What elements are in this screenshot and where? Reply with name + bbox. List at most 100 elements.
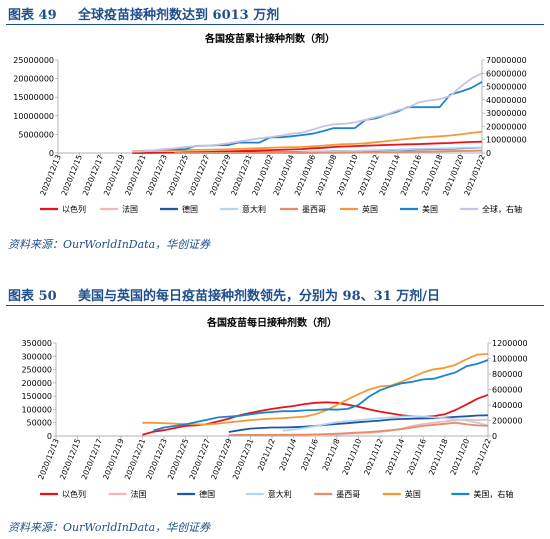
x-axis-tick-label: 2021/1/16 (405, 437, 428, 476)
x-axis-tick-label: 2020/12/15 (60, 153, 85, 197)
legend-label-france: 法国 (122, 204, 138, 214)
figure-49-source: 资料来源：OurWorldInData，华创证券 (8, 238, 211, 251)
x-axis-tick-label: 2021/1/6 (299, 437, 320, 472)
x-axis-tick-label: 2021/1/10 (340, 437, 363, 476)
x-axis-tick-label: 2021/1/20 (448, 437, 471, 476)
daily-doses-chart: 各国疫苗每日接种剂数（剂） 0 50000 100000 150000 200000 250… (21, 316, 528, 499)
legend-label-uk: 英国 (362, 204, 378, 214)
x-axis-tick-label: 2020/12/29 (208, 153, 233, 197)
legend-label-germany: 德国 (182, 204, 198, 214)
chart-title: 各国疫苗每日接种剂数（剂） (206, 316, 337, 329)
left-axis-tick-label: 15000000 (13, 93, 54, 102)
x-axis-tick-label: 2021/1/22 (470, 437, 493, 476)
x-axis-tick-label: 2020/12/27 (187, 153, 212, 197)
x-axis-tick-label: 2021/01/22 (462, 153, 487, 197)
series-line-mexico (228, 421, 489, 437)
x-axis-tick-label: 2021/01/20 (441, 153, 466, 197)
figure-49-title: 全球疫苗接种剂数达到 6013 万剂 (78, 8, 280, 23)
x-axis-tick-label: 2021/01/04 (272, 153, 297, 197)
right-axis-tick-label: 40000000 (486, 96, 527, 105)
x-axis-tick-label: 2021/01/10 (335, 153, 360, 197)
x-axis-tick-label: 2021/01/18 (420, 153, 445, 197)
series-line-world (132, 72, 483, 153)
legend-label-israel: 以色列 (62, 489, 86, 499)
right-axis-tick-label: 50000000 (486, 83, 527, 92)
x-axis-tick-label: 2021/1/2 (256, 437, 277, 472)
x-axis-tick-label: 2021/1/12 (362, 437, 385, 476)
figure-50-title: 美国与英国的每日疫苗接种剂数领先，分别为 98、31 万剂/日 (78, 289, 440, 304)
x-axis-tick-label: 2020/12/23 (144, 437, 169, 481)
right-axis-tick-label: 60000000 (486, 69, 527, 78)
x-axis-tick-label: 2020/12/25 (166, 437, 191, 481)
right-axis-tick-label: 1000000 (492, 355, 528, 364)
x-axis-tick-label: 2020/12/21 (123, 437, 148, 481)
series-line-usa (142, 81, 483, 152)
legend-label-france: 法国 (131, 489, 147, 499)
left-axis-tick-label: 10000000 (13, 112, 54, 121)
x-axis-tick-label: 2020/12/31 (229, 153, 254, 197)
legend-label-israel: 以色列 (62, 204, 86, 214)
right-axis-tick-label: 20000000 (486, 122, 527, 131)
right-axis-tick-label: 1200000 (492, 339, 528, 348)
x-axis-tick-label: 2021/1/4 (277, 437, 298, 472)
right-axis-tick-label: 800000 (492, 370, 523, 379)
left-axis-tick-label: 150000 (21, 392, 52, 401)
x-axis-tick-label: 2020/12/23 (144, 153, 169, 197)
legend-label-world: 全球，右轴 (482, 204, 522, 214)
x-axis-tick-label: 2020/12/25 (166, 153, 191, 197)
x-axis-tick-label: 2020/12/13 (36, 437, 61, 481)
series-line-usa (152, 359, 489, 432)
left-axis-tick-label: 300000 (21, 352, 52, 361)
x-axis-tick-label: 2020/12/21 (123, 153, 148, 197)
legend-label-germany: 德国 (199, 489, 215, 499)
figure-49-number: 图表 49 (8, 8, 57, 23)
right-axis-tick-label: 30000000 (486, 109, 527, 118)
x-axis-tick-label: 2020/12/19 (102, 153, 127, 197)
legend-label-uk: 英国 (405, 489, 421, 499)
left-axis-tick-label: 20000000 (13, 75, 54, 84)
x-axis-tick-label: 2020/12/17 (80, 437, 105, 481)
series-line-mexico (174, 149, 483, 154)
right-axis-tick-label: 0 (486, 149, 491, 158)
right-axis-tick-label: 0 (492, 432, 497, 441)
x-axis-tick-label: 2021/01/12 (356, 153, 381, 197)
legend-label-usa: 美国 (422, 204, 438, 214)
x-axis-tick-label: 2020/12/19 (101, 437, 126, 481)
right-axis-tick-label: 600000 (492, 386, 523, 395)
left-axis-tick-label: 25000000 (13, 56, 54, 65)
figure-49-header: 图表 49 全球疫苗接种剂数达到 6013 万剂 (6, 2, 544, 25)
legend-label-italy: 意大利 (268, 489, 292, 499)
chart-title: 各国疫苗累计接种剂数（剂） (204, 32, 335, 45)
left-axis-tick-label: 0 (47, 432, 52, 441)
right-axis-tick-label: 10000000 (486, 136, 527, 145)
cumulative-doses-chart: 各国疫苗累计接种剂数（剂） 0 5000000 10000000 15000000 200… (13, 32, 527, 214)
legend-label-mexico: 墨西哥 (336, 490, 360, 499)
left-axis-tick-label: 200000 (21, 379, 52, 388)
x-axis-tick-label: 2020/12/15 (58, 437, 83, 481)
legend-label-usa: 美国，右轴 (473, 489, 513, 499)
left-axis-tick-label: 250000 (21, 366, 52, 375)
left-axis-tick-label: 50000 (27, 419, 52, 428)
left-axis-tick-label: 0 (49, 149, 54, 158)
figure-50-header: 图表 50 美国与英国的每日疫苗接种剂数领先，分别为 98、31 万剂/日 (6, 283, 544, 306)
x-axis-tick-label: 2021/01/02 (250, 153, 275, 197)
x-axis-tick-label: 2021/01/08 (314, 153, 339, 197)
x-axis-tick-label: 2021/1/18 (427, 437, 450, 476)
x-axis-tick-label: 2021/01/14 (378, 153, 403, 197)
figure-50-number: 图表 50 (8, 289, 57, 304)
x-axis-tick-label: 2021/01/16 (399, 153, 424, 197)
x-axis-tick-label: 2021/01/06 (293, 153, 318, 197)
x-axis-tick-label: 2021/1/14 (384, 437, 407, 476)
x-axis-tick-label: 2020/12/17 (81, 153, 106, 197)
right-axis-tick-label: 400000 (492, 401, 523, 410)
series-line-italy (282, 415, 489, 432)
series-line-uk (132, 130, 483, 152)
x-axis-tick-label: 2020/12/13 (38, 153, 63, 197)
x-axis-tick-label: 2020/12/27 (188, 437, 213, 481)
left-axis-tick-label: 5000000 (18, 130, 54, 139)
right-axis-tick-label: 200000 (492, 417, 523, 426)
x-axis-tick-label: 2020/12/31 (231, 437, 256, 481)
left-axis-tick-label: 350000 (21, 339, 52, 348)
legend-label-mexico: 墨西哥 (302, 205, 326, 214)
series-line-uk (142, 353, 489, 426)
